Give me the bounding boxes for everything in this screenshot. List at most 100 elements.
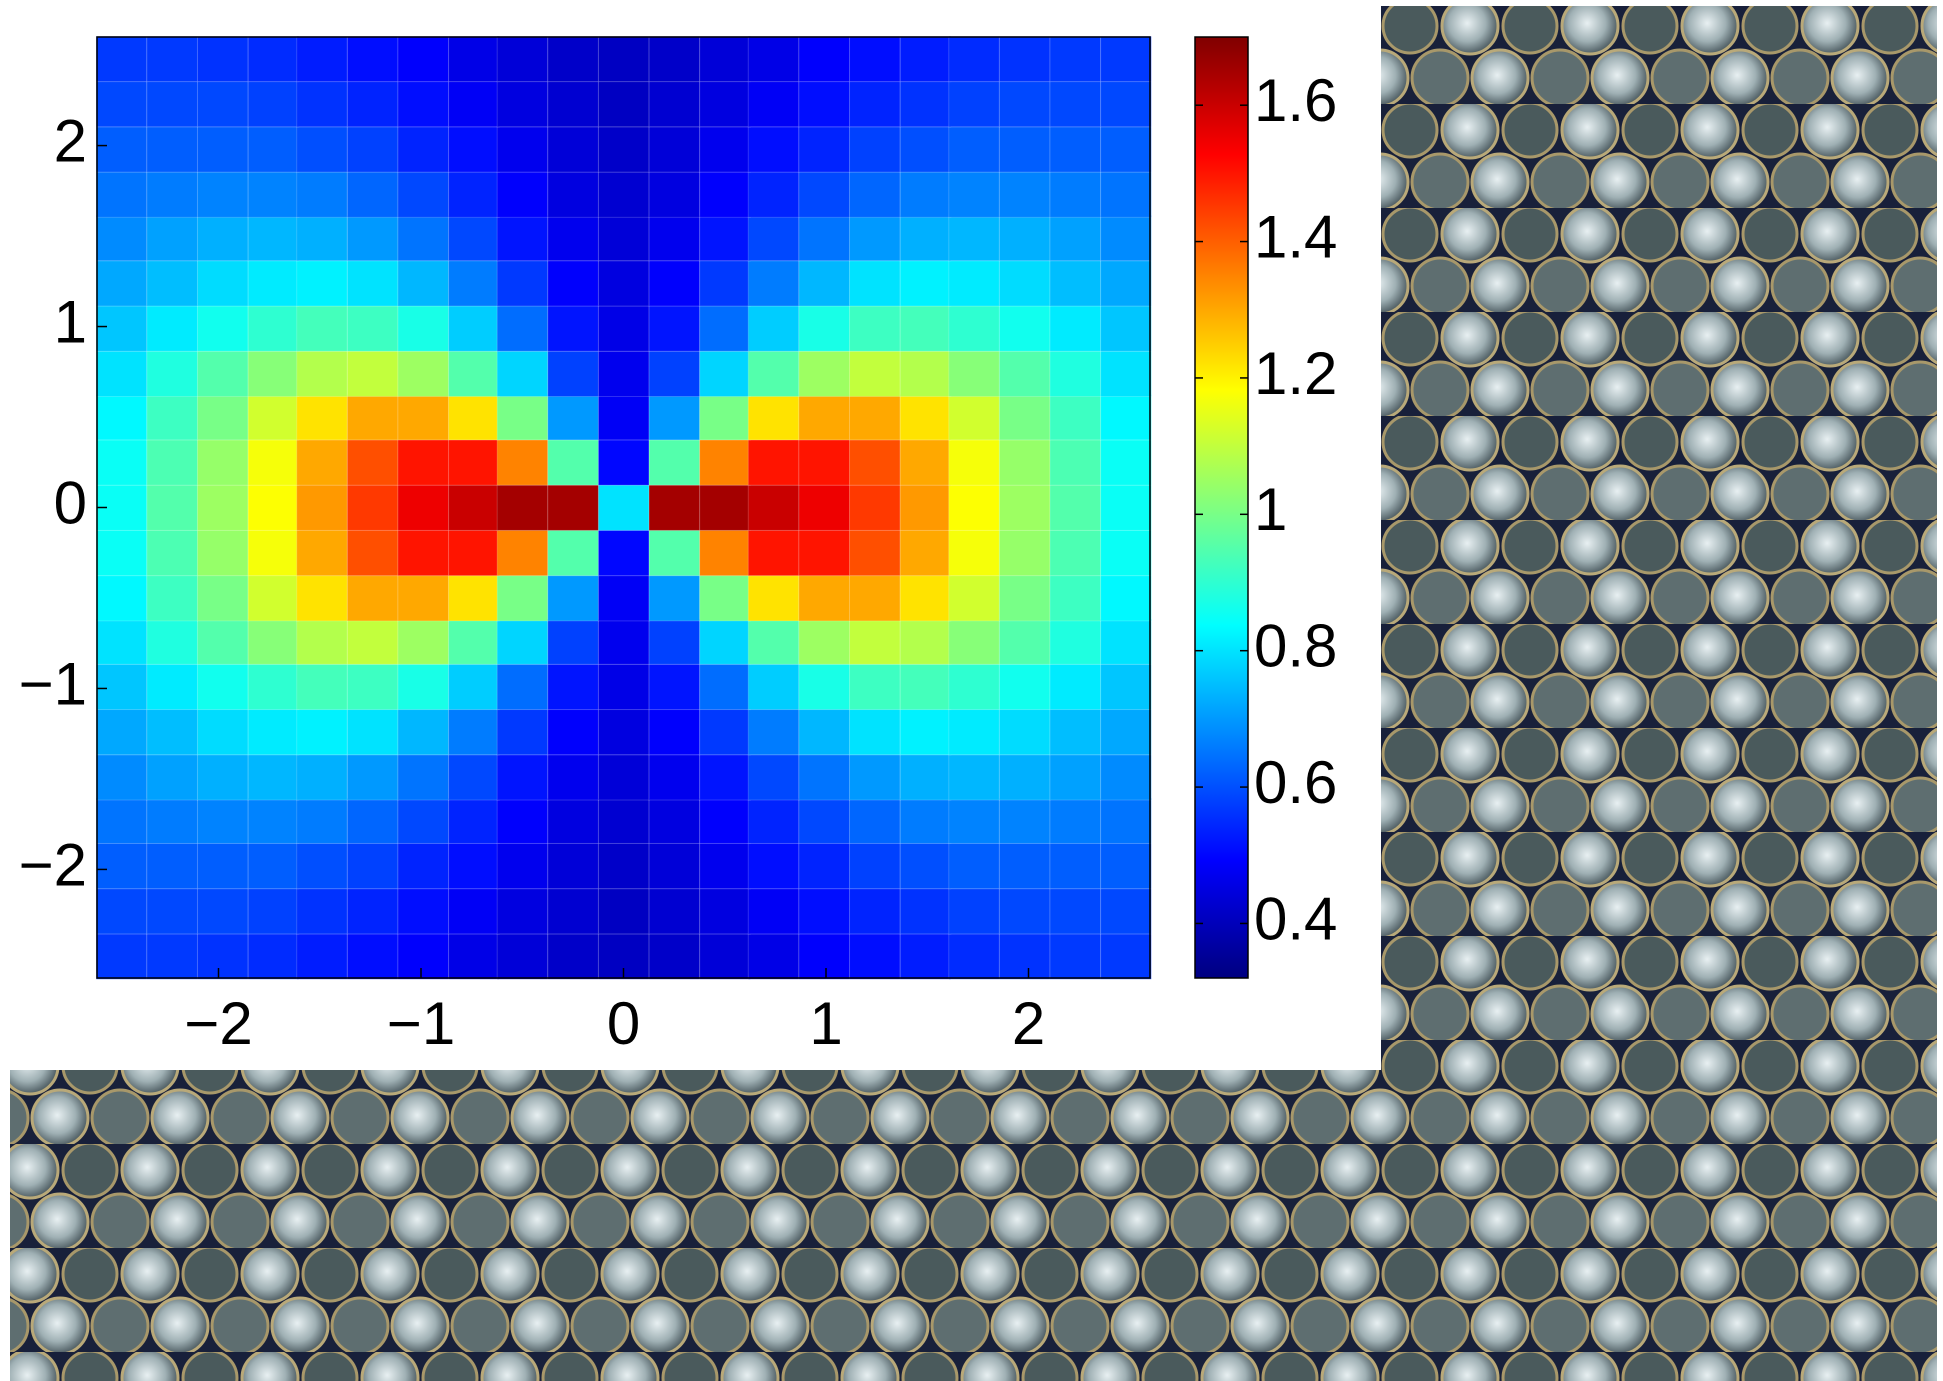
heatmap-cell: [146, 933, 198, 980]
heatmap-cell: [196, 394, 249, 441]
heatmap-cell: [95, 214, 148, 262]
heatmap-cell: [948, 933, 1000, 980]
heatmap-cell: [899, 350, 952, 397]
heatmap-cell: [899, 260, 952, 307]
heatmap-cell: [448, 575, 500, 622]
heatmap-cell: [496, 933, 549, 980]
heatmap-cell: [798, 575, 851, 622]
heatmap-cell: [899, 575, 952, 622]
heatmap-cell: [196, 575, 249, 622]
heatmap-cell: [346, 618, 399, 665]
heatmap-cell: [948, 575, 1000, 622]
heatmap-cell: [95, 618, 148, 665]
heatmap-cell: [699, 35, 751, 83]
heatmap-cell: [1100, 171, 1152, 218]
heatmap-cell: [798, 618, 851, 665]
heatmap-cell: [998, 754, 1051, 801]
heatmap-cell: [448, 842, 500, 890]
heatmap-cell: [798, 754, 851, 801]
heatmap-cell: [747, 305, 800, 352]
heatmap-cell: [346, 663, 399, 711]
heatmap-cell: [247, 842, 300, 890]
heatmap-cell: [146, 797, 198, 844]
heatmap-cell: [247, 575, 300, 622]
heatmap-cell: [346, 171, 399, 218]
heatmap-cell: [247, 171, 300, 218]
heatmap-cell: [397, 350, 450, 397]
heatmap-cell: [196, 484, 249, 531]
heatmap-cell: [196, 529, 249, 577]
heatmap-cell: [699, 350, 751, 397]
heatmap-cell: [1100, 618, 1152, 665]
heatmap-cell: [296, 35, 348, 83]
heatmap-cell: [146, 35, 198, 83]
heatmap-cell: [448, 618, 500, 665]
heatmap-cell: [296, 81, 348, 128]
heatmap-cell: [146, 842, 198, 890]
heatmap-cell: [95, 81, 148, 128]
heatmap-cell: [247, 394, 300, 441]
heatmap-cell: [496, 260, 549, 307]
heatmap-cell: [648, 35, 701, 83]
heatmap-cell: [747, 214, 800, 262]
heatmap-cell: [448, 933, 500, 980]
heatmap-cell: [397, 439, 450, 486]
heatmap-cell: [496, 575, 549, 622]
heatmap-cell: [547, 35, 599, 83]
heatmap-cell: [899, 797, 952, 844]
heatmap-cell: [346, 439, 399, 486]
heatmap-cell: [899, 394, 952, 441]
heatmap-cell: [247, 754, 300, 801]
heatmap-cell: [899, 708, 952, 756]
heatmap-cell: [1100, 126, 1152, 173]
heatmap-cell: [95, 171, 148, 218]
heatmap-cell: [346, 350, 399, 397]
heatmap-cell: [747, 933, 800, 980]
heatmap-cell: [597, 575, 650, 622]
heatmap-cell: [496, 708, 549, 756]
heatmap-cell: [448, 754, 500, 801]
heatmap-cell: [397, 797, 450, 844]
heatmap-cell: [699, 618, 751, 665]
heatmap-cell: [998, 933, 1051, 980]
heatmap-cell: [948, 708, 1000, 756]
x-tick-label: 2: [1012, 990, 1045, 1057]
heatmap-cell: [296, 842, 348, 890]
heatmap-cell: [747, 797, 800, 844]
heatmap-cell: [597, 484, 650, 531]
heatmap-cell: [146, 708, 198, 756]
heatmap-cell: [597, 214, 650, 262]
heatmap-cell: [547, 797, 599, 844]
heatmap-cell: [296, 754, 348, 801]
heatmap-cell: [296, 933, 348, 980]
heatmap-cell: [1049, 350, 1102, 397]
heatmap-cell: [448, 484, 500, 531]
heatmap-cell: [998, 529, 1051, 577]
heatmap-cell: [346, 305, 399, 352]
heatmap-cell: [346, 394, 399, 441]
heatmap-cell: [146, 260, 198, 307]
heatmap-cell: [998, 663, 1051, 711]
heatmap-cell: [798, 305, 851, 352]
heatmap-cell: [849, 888, 901, 935]
heatmap-cell: [1100, 394, 1152, 441]
heatmap-cell: [146, 394, 198, 441]
heatmap-cell: [547, 260, 599, 307]
heatmap-cell: [998, 350, 1051, 397]
heatmap-cell: [247, 933, 300, 980]
heatmap-cell: [146, 171, 198, 218]
heatmap-cell: [95, 126, 148, 173]
heatmap-cell: [496, 797, 549, 844]
heatmap-cell: [699, 394, 751, 441]
heatmap-cell: [1049, 708, 1102, 756]
heatmap-cell: [547, 708, 599, 756]
heatmap-cell: [597, 394, 650, 441]
heatmap-cell: [899, 842, 952, 890]
heatmap-cell: [146, 439, 198, 486]
y-tick-label: 2: [54, 107, 87, 174]
heatmap-cell: [146, 575, 198, 622]
heatmap-cell: [547, 214, 599, 262]
heatmap-cell: [346, 888, 399, 935]
heatmap-cell: [196, 933, 249, 980]
heatmap-cell: [346, 126, 399, 173]
